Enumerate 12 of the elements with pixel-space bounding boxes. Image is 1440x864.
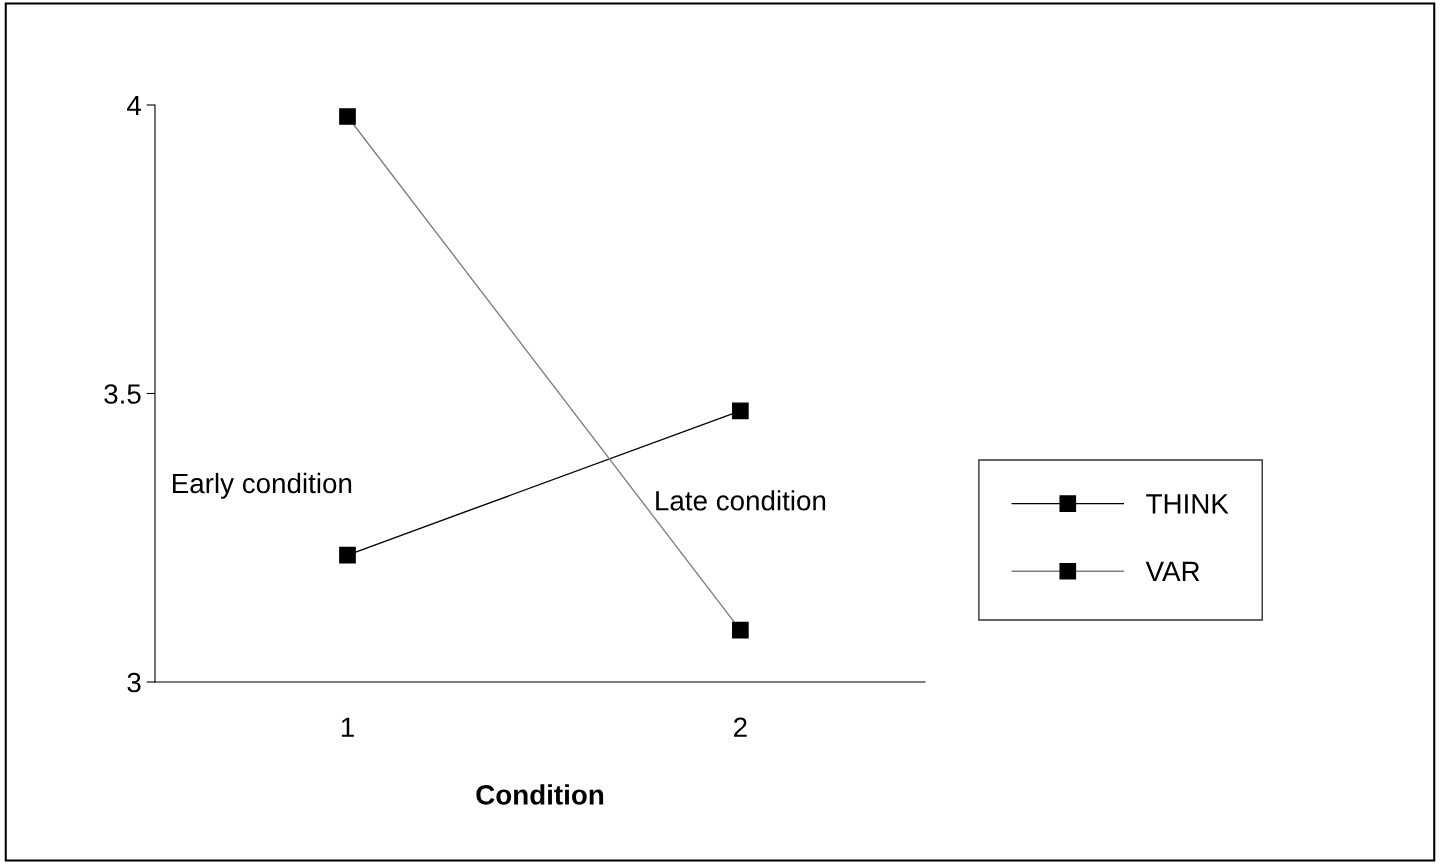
annotation: Early condition	[172, 472, 352, 499]
point	[339, 546, 356, 564]
legend-label: VAR	[1145, 561, 1200, 581]
y-tick-label: 4	[127, 95, 141, 116]
legend-label: THINK	[1146, 494, 1229, 514]
x-tick-label: 1	[341, 717, 354, 737]
point	[732, 402, 749, 420]
annotation: Late condition	[656, 490, 826, 511]
x-tick-label: 2	[734, 717, 747, 737]
y-tick-label: 3	[127, 672, 141, 693]
y-tick-label: 3.5	[104, 384, 141, 404]
x-axis-title: Condition	[476, 784, 604, 805]
